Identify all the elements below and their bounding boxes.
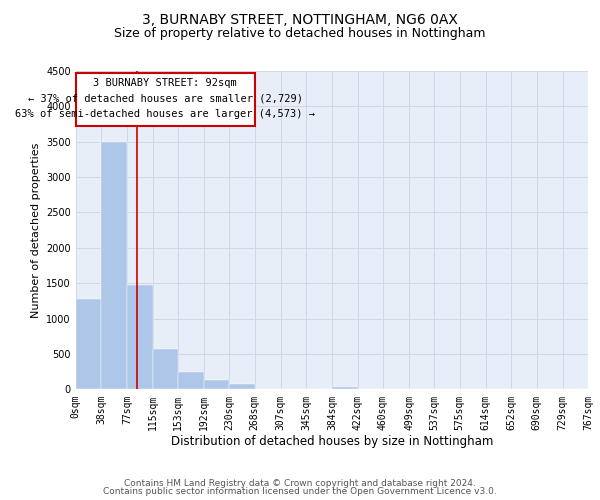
Bar [101, 142, 127, 390]
Bar [127, 285, 152, 390]
Text: 3, BURNABY STREET, NOTTINGHAM, NG6 0AX: 3, BURNABY STREET, NOTTINGHAM, NG6 0AX [142, 12, 458, 26]
Bar [332, 387, 358, 390]
Text: Contains HM Land Registry data © Crown copyright and database right 2024.: Contains HM Land Registry data © Crown c… [124, 478, 476, 488]
Text: 63% of semi-detached houses are larger (4,573) →: 63% of semi-detached houses are larger (… [15, 109, 315, 119]
Bar [152, 348, 178, 390]
FancyBboxPatch shape [76, 73, 255, 126]
Bar [178, 372, 204, 390]
Bar [76, 299, 101, 390]
Y-axis label: Number of detached properties: Number of detached properties [31, 142, 41, 318]
X-axis label: Distribution of detached houses by size in Nottingham: Distribution of detached houses by size … [170, 435, 493, 448]
Text: Size of property relative to detached houses in Nottingham: Size of property relative to detached ho… [114, 28, 486, 40]
Text: Contains public sector information licensed under the Open Government Licence v3: Contains public sector information licen… [103, 487, 497, 496]
Bar [204, 380, 229, 390]
Text: 3 BURNABY STREET: 92sqm: 3 BURNABY STREET: 92sqm [94, 78, 237, 88]
Text: ← 37% of detached houses are smaller (2,729): ← 37% of detached houses are smaller (2,… [28, 93, 303, 103]
Bar [229, 384, 255, 390]
